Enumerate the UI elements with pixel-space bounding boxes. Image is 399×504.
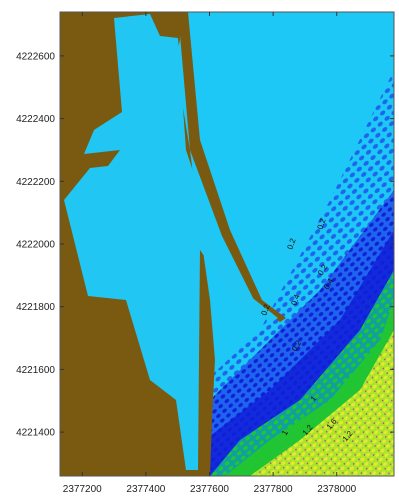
y-tick-label: 4221800 [16, 302, 55, 313]
y-tick-label: 4222400 [16, 114, 55, 125]
contour-label: 1 [309, 394, 319, 404]
contour-label: 0.2 [315, 217, 327, 231]
wave-band-yellow [250, 330, 394, 476]
contour-label: 0.2 [285, 237, 297, 251]
contour-labels: 0.2 0.2 0.2 0.2 0.4 0.4 0.2 1 1.2 1.6 1 … [259, 217, 355, 444]
map-plot-area [60, 12, 394, 476]
x-tick-label: 2377600 [190, 484, 229, 495]
x-tick-label: 2377200 [63, 484, 102, 495]
x-tick-label: 2377400 [126, 484, 165, 495]
x-tick-label: 2378000 [317, 484, 356, 495]
y-tick-label: 4222000 [16, 240, 55, 251]
y-axis: 4222600 4222400 4222200 4222000 4221800 42216… [16, 51, 394, 439]
y-tick-label: 4222600 [16, 51, 55, 62]
contour-label: 0.4 [289, 293, 301, 307]
contour-label: 0.2 [259, 303, 271, 317]
x-axis: 2377200 2377400 2377600 2377800 2378000 [63, 12, 357, 495]
breakwater-strip [178, 12, 286, 322]
y-tick-label: 4221600 [16, 365, 55, 376]
contour-label: 1 [280, 428, 290, 437]
y-tick-label: 4222200 [16, 177, 55, 188]
x-tick-label: 2377800 [254, 484, 293, 495]
pier-structure [64, 14, 278, 470]
y-tick-label: 4221400 [16, 428, 55, 439]
